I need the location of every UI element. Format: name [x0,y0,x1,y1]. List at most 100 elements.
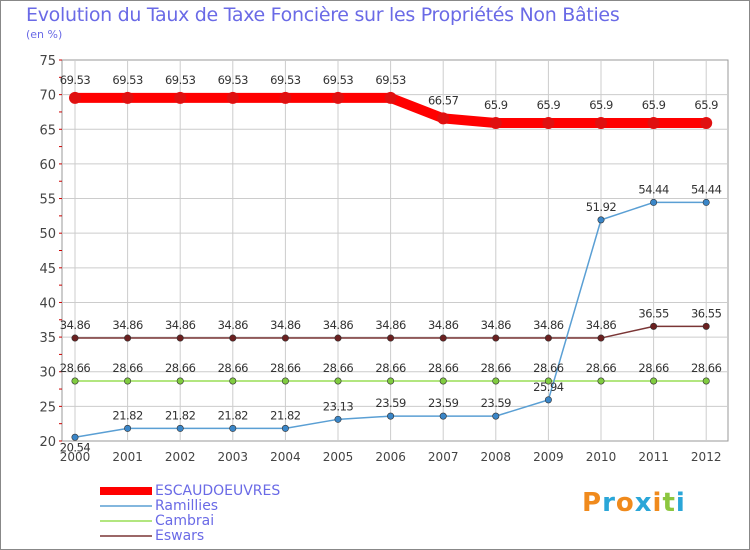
data-point [544,377,552,385]
data-point [226,91,239,104]
data-point [387,334,395,342]
data-label: 28.66 [323,361,354,375]
data-label: 28.66 [112,361,143,375]
x-tick-label: 2001 [112,450,143,464]
page-title: Evolution du Taux de Taxe Foncière sur l… [26,4,620,26]
data-label: 21.82 [218,408,249,422]
data-point [281,377,289,385]
series-escaudoeuvres [69,91,713,130]
data-point [597,334,605,342]
logo-letter: i [675,488,686,518]
legend-item-eswars: Eswars [100,529,280,544]
data-label: 28.66 [428,361,459,375]
y-tick-label: 30 [39,366,56,381]
data-label: 34.86 [481,318,512,332]
data-point [124,377,132,385]
data-label: 36.55 [638,306,669,320]
data-label: 69.53 [165,73,196,87]
data-label: 65.9 [694,98,718,112]
data-label: 34.86 [375,318,406,332]
legend-item-cambrai: Cambrai [100,514,280,529]
y-tick-label: 35 [39,331,56,346]
proxiti-logo: Proxiti [582,488,686,518]
data-point [650,377,658,385]
y-tick-label: 75 [39,54,56,69]
x-tick-label: 2004 [270,450,301,464]
data-label: 69.53 [112,73,143,87]
data-point [650,322,658,330]
unit-label: (en %) [26,28,63,41]
data-label: 21.82 [165,408,196,422]
y-tick-label: 45 [39,262,56,277]
data-point [437,112,450,125]
data-point [334,415,342,423]
x-tick-label: 2003 [218,450,249,464]
data-point [71,334,79,342]
data-point [176,377,184,385]
legend-label-eswars: Eswars [155,528,205,544]
data-label: 28.66 [270,361,301,375]
data-label: 28.66 [165,361,196,375]
data-label: 34.86 [112,318,143,332]
series-cambrai [71,377,710,385]
data-label: 28.66 [375,361,406,375]
logo-letter: i [652,488,663,518]
logo-letter: x [634,488,653,518]
data-label: 69.53 [375,73,406,87]
data-point [702,322,710,330]
data-point [597,216,605,224]
x-tick-label: 2012 [691,450,722,464]
legend-item-escaudoeuvres: ESCAUDOEUVRES [100,484,280,499]
x-tick-label: 2009 [533,450,564,464]
legend-label-cambrai: Cambrai [155,513,215,529]
data-label: 34.86 [60,318,91,332]
data-point [439,412,447,420]
logo-letter: r [602,488,616,518]
plot-area [61,59,729,442]
data-point [387,412,395,420]
data-point [281,424,289,432]
data-label: 28.66 [481,361,512,375]
data-point [702,377,710,385]
data-label: 65.9 [484,98,508,112]
data-point [702,198,710,206]
data-point [384,91,397,104]
data-label: 28.66 [218,361,249,375]
data-label: 65.9 [642,98,666,112]
legend-swatch-eswars [100,535,152,537]
data-label: 34.86 [270,318,301,332]
data-label: 54.44 [691,182,722,196]
x-tick-label: 2005 [323,450,354,464]
data-point [332,91,344,104]
data-label: 51.92 [586,200,617,214]
data-point [492,334,500,342]
data-point [700,117,713,130]
data-label: 34.86 [165,318,196,332]
data-label: 21.82 [112,408,143,422]
data-point [544,396,552,404]
data-point [69,91,81,104]
data-label: 25.94 [533,380,564,394]
data-point [229,424,237,432]
logo-letter: P [582,488,603,518]
data-point [279,91,292,104]
data-label: 69.53 [218,73,249,87]
data-point [176,424,184,432]
data-point [595,117,607,130]
legend-item-ramillies: Ramillies [100,499,280,514]
x-tick-label: 2011 [638,450,669,464]
data-label: 28.66 [638,361,669,375]
x-tick-label: 2008 [481,450,512,464]
y-tick-label: 60 [39,158,56,173]
y-tick-label: 40 [39,296,56,311]
data-point [647,117,660,130]
legend-swatch-ramillies [100,505,152,507]
data-label: 65.9 [537,98,561,112]
y-tick-label: 55 [39,193,56,208]
data-point [124,334,132,342]
y-tick-label: 65 [39,123,56,138]
y-tick-label: 50 [39,227,56,242]
data-point [229,377,237,385]
y-tick-label: 70 [39,89,56,104]
